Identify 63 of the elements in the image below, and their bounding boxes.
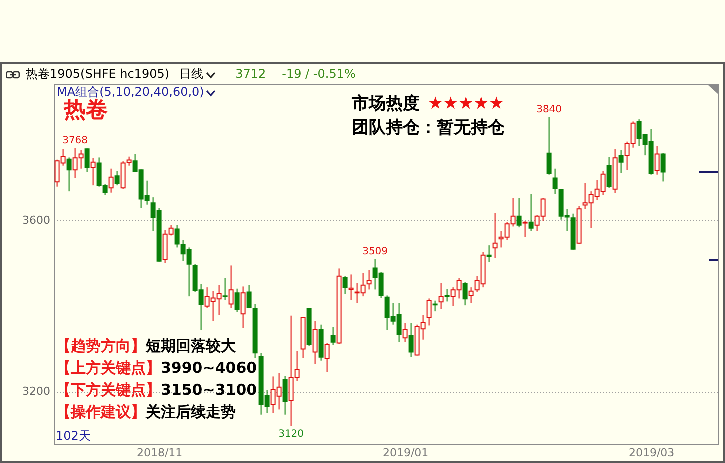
candlestick — [90, 158, 96, 186]
candlestick — [516, 198, 522, 228]
candlestick — [330, 326, 336, 346]
annotation: MA组合(5,10,20,40,60,0) — [57, 85, 204, 100]
candlestick — [234, 288, 240, 312]
x-tick-label: 2019/01 — [382, 446, 429, 460]
candlestick — [282, 376, 288, 416]
annotation: 3150~3100 — [161, 381, 258, 399]
candlestick — [528, 194, 534, 232]
chart-subtitle: 热卷1905(SHFE hc1905) — [26, 67, 170, 82]
candlestick — [246, 284, 252, 309]
annotation: 102天 — [56, 429, 91, 444]
candlestick — [84, 148, 90, 173]
annotation: 3768 — [62, 135, 88, 146]
candlestick — [618, 150, 624, 174]
candlestick — [492, 212, 498, 259]
x-tick-label: 2018/11 — [136, 446, 183, 460]
y-tick-label: 3600 — [22, 214, 50, 227]
candlestick — [438, 282, 444, 310]
candlestick — [462, 282, 468, 306]
y-tick-label: 3200 — [22, 385, 50, 398]
candlestick — [342, 276, 348, 294]
candlestick — [66, 157, 72, 192]
candlestick — [408, 322, 414, 358]
candlestick — [312, 320, 318, 365]
candlestick — [546, 116, 552, 176]
candlestick — [468, 287, 474, 304]
candlestick — [240, 286, 246, 329]
annotation: 短期回落较大 — [146, 337, 236, 355]
candlestick — [114, 170, 120, 186]
annotation: 3990~4060 — [161, 359, 258, 377]
annotation: ★★★★★ — [428, 94, 504, 114]
annotation: 【操作建议】 — [56, 403, 146, 421]
candlestick — [108, 168, 114, 194]
annotation: 关注后续走势 — [146, 403, 236, 421]
candlestick — [486, 245, 492, 263]
text: 热卷 — [64, 98, 108, 124]
candlestick — [426, 298, 432, 326]
candlestick — [366, 270, 372, 290]
candlestick — [228, 265, 234, 309]
candlestick — [606, 156, 612, 189]
annotation: 3840 — [536, 104, 562, 116]
candlestick — [222, 278, 228, 300]
candlestick — [432, 300, 438, 312]
annotation: 3120 — [278, 429, 304, 440]
candlestick — [348, 274, 354, 300]
annotation: 【下方关键点】 — [56, 381, 161, 399]
candlestick — [402, 322, 408, 342]
text: 3712 — [236, 67, 266, 82]
candlestick — [654, 146, 660, 176]
text: 日线 — [180, 67, 204, 82]
candlestick — [522, 220, 528, 238]
candlestick — [444, 288, 450, 302]
text: -19 / -0.51% — [282, 67, 356, 82]
candlestick — [552, 168, 558, 195]
candlestick — [324, 342, 330, 372]
annotation: 【趋势方向】 — [56, 337, 146, 355]
annotation: 【上方关键点】 — [56, 359, 161, 377]
annotation: 3509 — [362, 246, 388, 258]
x-tick-label: 2019/03 — [628, 446, 675, 460]
annotation: 市场热度 — [352, 94, 420, 114]
annotation: 团队持仓：暂无持仓 — [352, 118, 505, 138]
candlestick — [660, 152, 666, 182]
